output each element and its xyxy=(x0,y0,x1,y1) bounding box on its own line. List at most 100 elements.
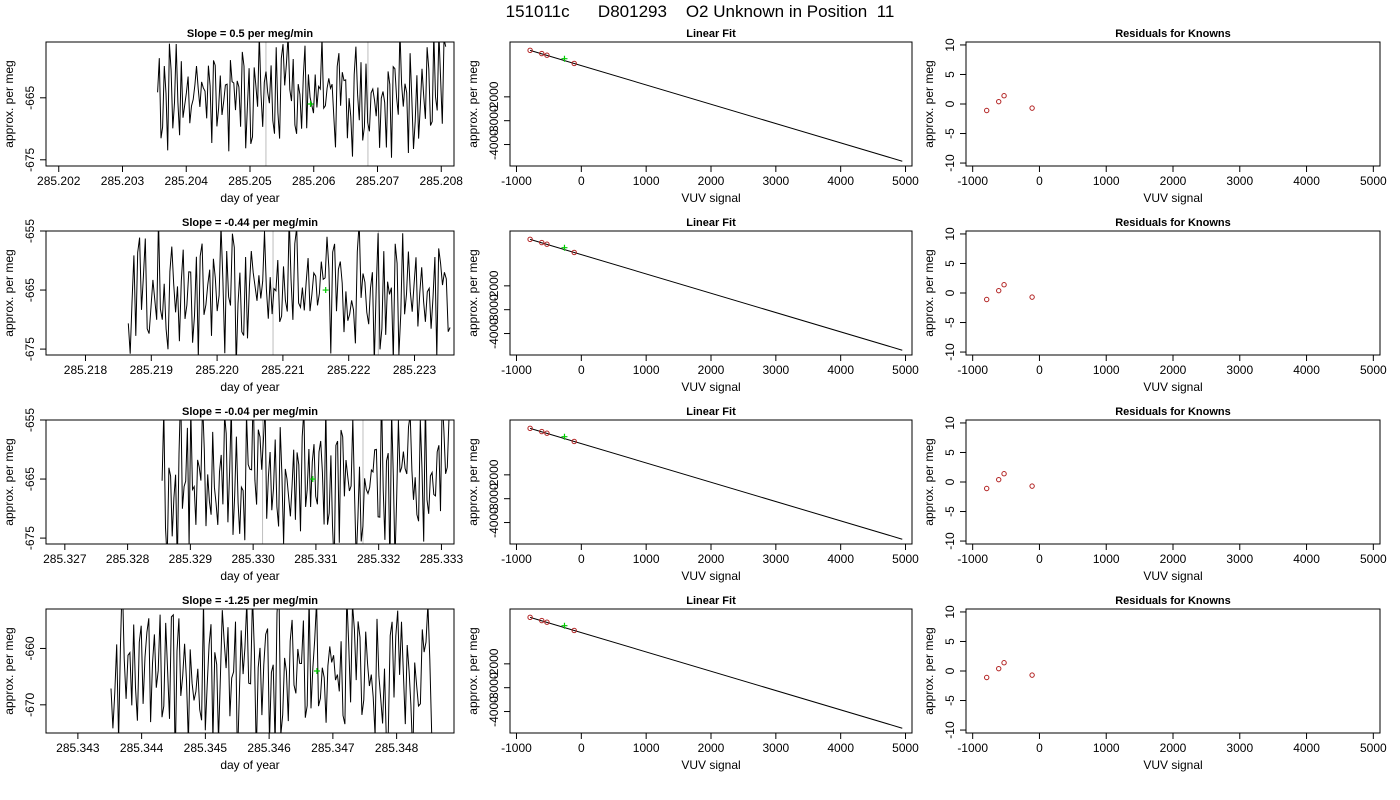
x-tick-label: 2000 xyxy=(698,174,725,188)
x-tick-label: 1000 xyxy=(1093,363,1120,377)
x-tick-label: 5000 xyxy=(1360,741,1387,755)
x-axis-label: VUV signal xyxy=(681,758,740,772)
signal-trace xyxy=(110,609,433,733)
y-tick-label: -3000 xyxy=(487,294,501,325)
y-tick-label: -655 xyxy=(23,219,37,243)
known-point xyxy=(571,60,577,67)
plot-frame xyxy=(965,41,1381,167)
x-axis-label: day of year xyxy=(220,758,279,772)
x-tick-label: 1000 xyxy=(633,741,660,755)
residual-point xyxy=(984,107,990,114)
y-tick-label: -4000 xyxy=(487,129,501,160)
time-series-panel-1: Slope = 0.5 per meg/min day of year approx… xyxy=(2,28,463,205)
known-point xyxy=(571,249,577,256)
residual-point xyxy=(984,674,990,681)
residual-point xyxy=(1029,483,1035,489)
known-point xyxy=(539,617,545,624)
x-tick-label: 5000 xyxy=(892,741,919,755)
x-tick-label: 3000 xyxy=(1226,552,1253,566)
y-tick-label: -655 xyxy=(23,408,37,432)
x-tick-label: 285.218 xyxy=(64,363,108,377)
panel-title: Slope = -1.25 per meg/min xyxy=(182,595,318,607)
y-tick-label: 0 xyxy=(943,667,957,674)
x-tick-label: 0 xyxy=(578,174,585,188)
known-point xyxy=(544,619,550,625)
unknown-point xyxy=(313,668,320,674)
known-point xyxy=(544,241,550,247)
x-tick-label: 5000 xyxy=(892,363,919,377)
plot-frame xyxy=(509,41,913,167)
x-axis-label: day of year xyxy=(220,569,279,583)
x-tick-label: 4000 xyxy=(827,363,854,377)
x-tick-label: 3000 xyxy=(1226,741,1253,755)
y-tick-label: -3000 xyxy=(487,672,501,703)
residual-point xyxy=(1001,471,1007,477)
x-axis-label: day of year xyxy=(220,191,279,205)
y-tick-label: -3000 xyxy=(487,105,501,136)
y-tick-label: -5 xyxy=(943,695,957,706)
y-tick-label: 5 xyxy=(943,260,957,267)
y-tick-label: -5 xyxy=(943,506,957,517)
plot-frame xyxy=(45,230,455,356)
x-tick-label: 4000 xyxy=(1293,363,1320,377)
y-tick-label: -3000 xyxy=(487,483,501,514)
plot-frame xyxy=(509,419,913,545)
panel-title: Residuals for Knowns xyxy=(1115,217,1231,229)
residuals-panel-4: Residuals for Knowns VUV signal approx. pe… xyxy=(922,595,1387,772)
plot-frame xyxy=(509,230,913,356)
known-point xyxy=(544,430,550,436)
residual-point xyxy=(1029,294,1035,300)
x-tick-label: 4000 xyxy=(1293,174,1320,188)
y-tick-label: -675 xyxy=(23,526,37,550)
x-tick-label: 0 xyxy=(1036,552,1043,566)
y-tick-label: 5 xyxy=(943,449,957,456)
known-point xyxy=(539,239,545,246)
plot-area xyxy=(984,660,1035,681)
residual-point xyxy=(1001,660,1007,666)
y-axis-label: approx. per meg xyxy=(2,60,16,147)
y-tick-label: -2000 xyxy=(487,270,501,301)
fit-line xyxy=(529,427,903,540)
x-tick-label: 2000 xyxy=(698,741,725,755)
x-tick-label: 5000 xyxy=(892,174,919,188)
residuals-panel-3: Residuals for Knowns VUV signal approx. pe… xyxy=(922,406,1387,583)
x-axis-label: day of year xyxy=(220,380,279,394)
unknown-point xyxy=(561,433,568,440)
panel-title: Slope = 0.5 per meg/min xyxy=(187,28,314,40)
plot-frame xyxy=(965,419,1381,545)
x-tick-label: 4000 xyxy=(827,552,854,566)
time-series-panel-2: Slope = -0.44 per meg/min day of year appr… xyxy=(2,217,455,394)
x-tick-label: 285.203 xyxy=(101,174,145,188)
plot-frame xyxy=(965,230,1381,356)
x-tick-label: 4000 xyxy=(827,741,854,755)
x-tick-label: 0 xyxy=(578,363,585,377)
time-series-panel-4: Slope = -1.25 per meg/min day of year appr… xyxy=(2,595,455,772)
x-tick-label: 285.328 xyxy=(106,552,150,566)
y-tick-label: -670 xyxy=(23,692,37,716)
fit-line xyxy=(529,616,903,729)
known-point xyxy=(527,236,533,243)
y-tick-label: 5 xyxy=(943,71,957,78)
x-tick-label: 1000 xyxy=(1093,552,1120,566)
plot-area xyxy=(127,231,451,355)
x-tick-label: 5000 xyxy=(892,552,919,566)
y-tick-label: 0 xyxy=(943,289,957,296)
y-axis-label: approx. per meg xyxy=(922,60,936,147)
unknown-point xyxy=(309,476,316,483)
x-tick-label: 3000 xyxy=(762,363,789,377)
known-point xyxy=(539,428,545,435)
x-tick-label: 285.343 xyxy=(56,741,100,755)
x-tick-label: 2000 xyxy=(698,363,725,377)
y-tick-label: -675 xyxy=(23,337,37,361)
unknown-point xyxy=(561,622,568,629)
x-tick-label: 1000 xyxy=(1093,741,1120,755)
plot-area xyxy=(161,420,450,544)
x-tick-label: 285.221 xyxy=(261,363,305,377)
linear-fit-panel-3: Linear Fit VUV signal approx. per meg -1000… xyxy=(466,406,919,583)
x-tick-label: 285.220 xyxy=(195,363,239,377)
x-tick-label: 285.208 xyxy=(420,174,464,188)
x-tick-label: -1000 xyxy=(501,552,532,566)
x-tick-label: 285.348 xyxy=(375,741,419,755)
y-tick-label: -660 xyxy=(23,636,37,660)
x-tick-label: 285.347 xyxy=(311,741,355,755)
